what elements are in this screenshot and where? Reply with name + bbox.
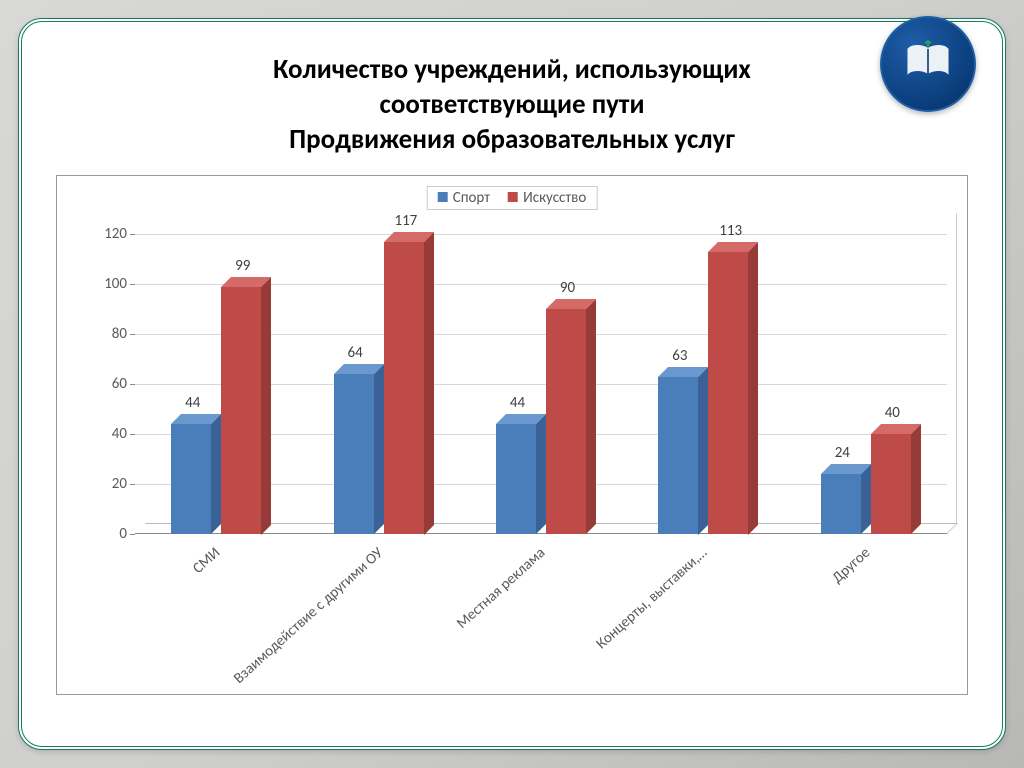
legend-item-sport: Спорт xyxy=(438,189,490,207)
legend-item-art: Искусство xyxy=(508,189,586,207)
y-tick-label: 0 xyxy=(119,525,127,543)
bar-value-label: 99 xyxy=(235,257,250,275)
bar-sport: 44 xyxy=(171,424,211,534)
bar-value-label: 117 xyxy=(394,212,417,230)
bar-value-label: 44 xyxy=(510,394,525,412)
y-tick-label: 80 xyxy=(112,325,127,343)
x-axis-labels: СМИВзаимодействие с другими ОУ Местная ре… xyxy=(135,538,947,688)
y-tick-label: 40 xyxy=(112,425,127,443)
legend-label-sport: Спорт xyxy=(453,189,490,207)
chart-backwall xyxy=(946,213,957,534)
bar-value-label: 63 xyxy=(672,347,687,365)
y-tick-label: 120 xyxy=(104,225,127,243)
bar-value-label: 40 xyxy=(885,404,900,422)
bar-art: 117 xyxy=(384,242,424,535)
book-icon xyxy=(901,37,955,91)
bar-art: 40 xyxy=(871,434,911,534)
legend-label-art: Искусство xyxy=(523,189,586,207)
title-line-3: Продвижения образовательных услуг xyxy=(289,123,735,156)
y-tick-label: 60 xyxy=(112,375,127,393)
plot-area: 0204060801001204499641174490631132440 xyxy=(135,234,947,534)
x-tick-label: Концерты, выставки,… xyxy=(593,544,711,653)
bar-sport: 24 xyxy=(821,474,861,534)
legend-swatch-sport xyxy=(438,192,448,202)
bar-value-label: 64 xyxy=(348,344,363,362)
y-tick-label: 100 xyxy=(104,275,127,293)
bar-value-label: 90 xyxy=(560,279,575,297)
bar-sport: 63 xyxy=(658,377,698,535)
bar-sport: 44 xyxy=(496,424,536,534)
bar-value-label: 44 xyxy=(185,394,200,412)
chart-container: Спорт Искусство 020406080100120449964117… xyxy=(56,175,968,695)
bar-sport: 64 xyxy=(334,374,374,534)
bar-value-label: 24 xyxy=(835,444,850,462)
y-tick-label: 20 xyxy=(112,475,127,493)
bar-art: 90 xyxy=(546,309,586,534)
gridline xyxy=(135,234,947,235)
x-tick-label: Другое xyxy=(829,544,874,587)
legend-swatch-art xyxy=(508,192,518,202)
title-line-1: Количество учреждений, использующих xyxy=(273,53,751,86)
title-line-2: соответствующие пути xyxy=(380,88,645,121)
bar-art: 99 xyxy=(221,287,261,535)
chart-legend: Спорт Искусство xyxy=(427,186,598,210)
x-tick-label: Взаимодействие с другими ОУ xyxy=(230,544,387,688)
slide-title: Количество учреждений, использующих соот… xyxy=(106,52,918,157)
slide: Количество учреждений, использующих соот… xyxy=(0,0,1024,768)
x-tick-label: Местная реклама xyxy=(453,544,549,633)
content-frame: Количество учреждений, использующих соот… xyxy=(18,18,1006,750)
x-tick-label: СМИ xyxy=(190,544,225,578)
bar-art: 113 xyxy=(708,252,748,535)
bar-value-label: 113 xyxy=(719,222,742,240)
institution-logo xyxy=(880,16,976,112)
